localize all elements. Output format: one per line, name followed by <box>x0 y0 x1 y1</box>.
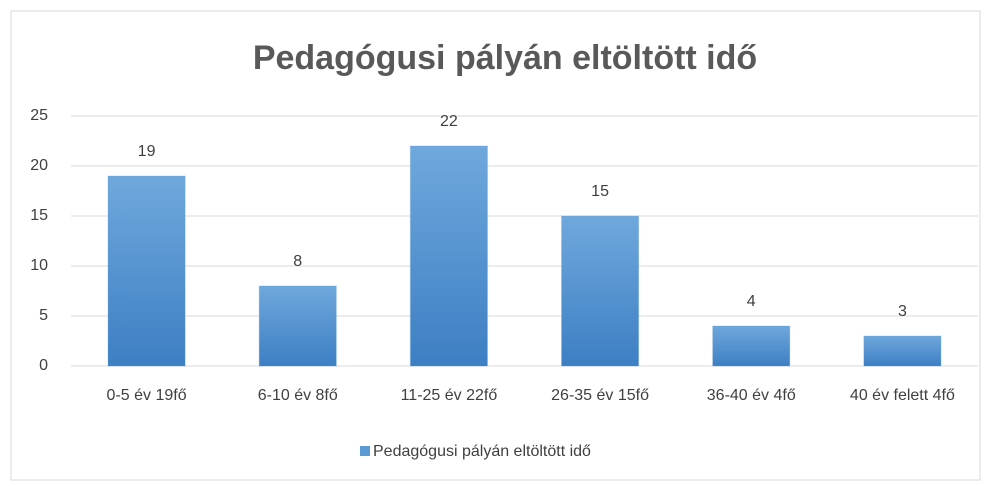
data-label: 3 <box>898 303 907 320</box>
x-tick-label: 6-10 év 8fő <box>258 387 338 404</box>
legend-swatch <box>360 446 370 456</box>
legend-label: Pedagógusi pályán eltöltött idő <box>373 443 591 460</box>
bar <box>863 335 942 367</box>
x-tick-label: 36-40 év 4fő <box>707 387 796 404</box>
bar <box>258 285 337 367</box>
data-label: 19 <box>138 143 156 160</box>
x-tick-label: 11-25 év 22fő <box>401 387 498 404</box>
data-label: 15 <box>591 183 609 200</box>
y-tick-label: 10 <box>30 257 48 274</box>
data-label: 4 <box>747 293 756 310</box>
x-tick-label: 26-35 év 15fő <box>551 387 649 404</box>
bar <box>561 215 640 367</box>
y-tick-label: 0 <box>39 357 48 374</box>
y-tick-label: 5 <box>39 307 48 324</box>
data-label: 8 <box>293 253 302 270</box>
y-tick-label: 15 <box>30 207 48 224</box>
y-tick-label: 20 <box>30 157 48 174</box>
x-tick-label: 0-5 év 19fő <box>107 387 187 404</box>
x-tick-label: 40 év felett 4fő <box>850 387 955 404</box>
chart-title: Pedagógusi pályán eltöltött idő <box>253 39 757 77</box>
data-label: 22 <box>440 113 458 130</box>
bar <box>712 325 791 367</box>
bar <box>409 145 488 367</box>
y-tick-label: 25 <box>30 107 48 124</box>
bar <box>107 175 186 367</box>
